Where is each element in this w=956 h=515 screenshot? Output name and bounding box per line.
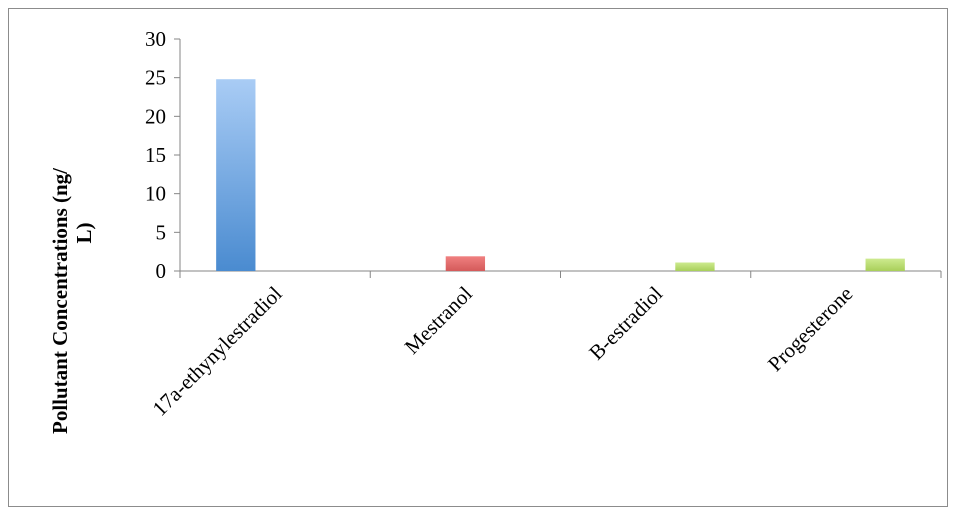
y-tick-label: 0 [156,259,167,283]
bar-b-estradiol [675,262,715,271]
y-axis-title-line-1: Pollutant Concentrations (ng/ [48,167,72,434]
y-tick-label: 20 [145,104,166,128]
category-label: Mestranol [400,281,477,358]
bar-mestranol [445,256,486,271]
y-tick-label: 15 [145,143,166,167]
y-axis-title-line-2: L) [72,222,96,243]
y-tick-label: 5 [156,220,167,244]
y-tick-label: 25 [145,66,166,90]
category-label: 17a-ethynylestradiol [148,281,287,420]
y-axis-title: Pollutant Concentrations (ng/ L) [48,167,96,434]
x-axis [179,270,942,278]
category-label: B-estradiol [584,281,667,364]
category-labels: 17a-ethynylestradiol Mestranol B-estradiol… [148,281,858,420]
y-tick-label: 10 [145,182,166,206]
bar-chart: Pollutant Concentrations (ng/ L) 0 5 10 15 2… [48,27,942,434]
y-axis: 0 5 10 15 20 25 30 [145,27,181,283]
chart-frame: Pollutant Concentrations (ng/ L) 0 5 10 15 2… [8,8,948,507]
bar-progesterone [865,258,905,271]
bars [216,79,905,271]
y-tick-label: 30 [145,27,166,51]
bar-17a-ethynylestradiol [216,79,256,271]
category-label: Progesterone [763,282,857,376]
